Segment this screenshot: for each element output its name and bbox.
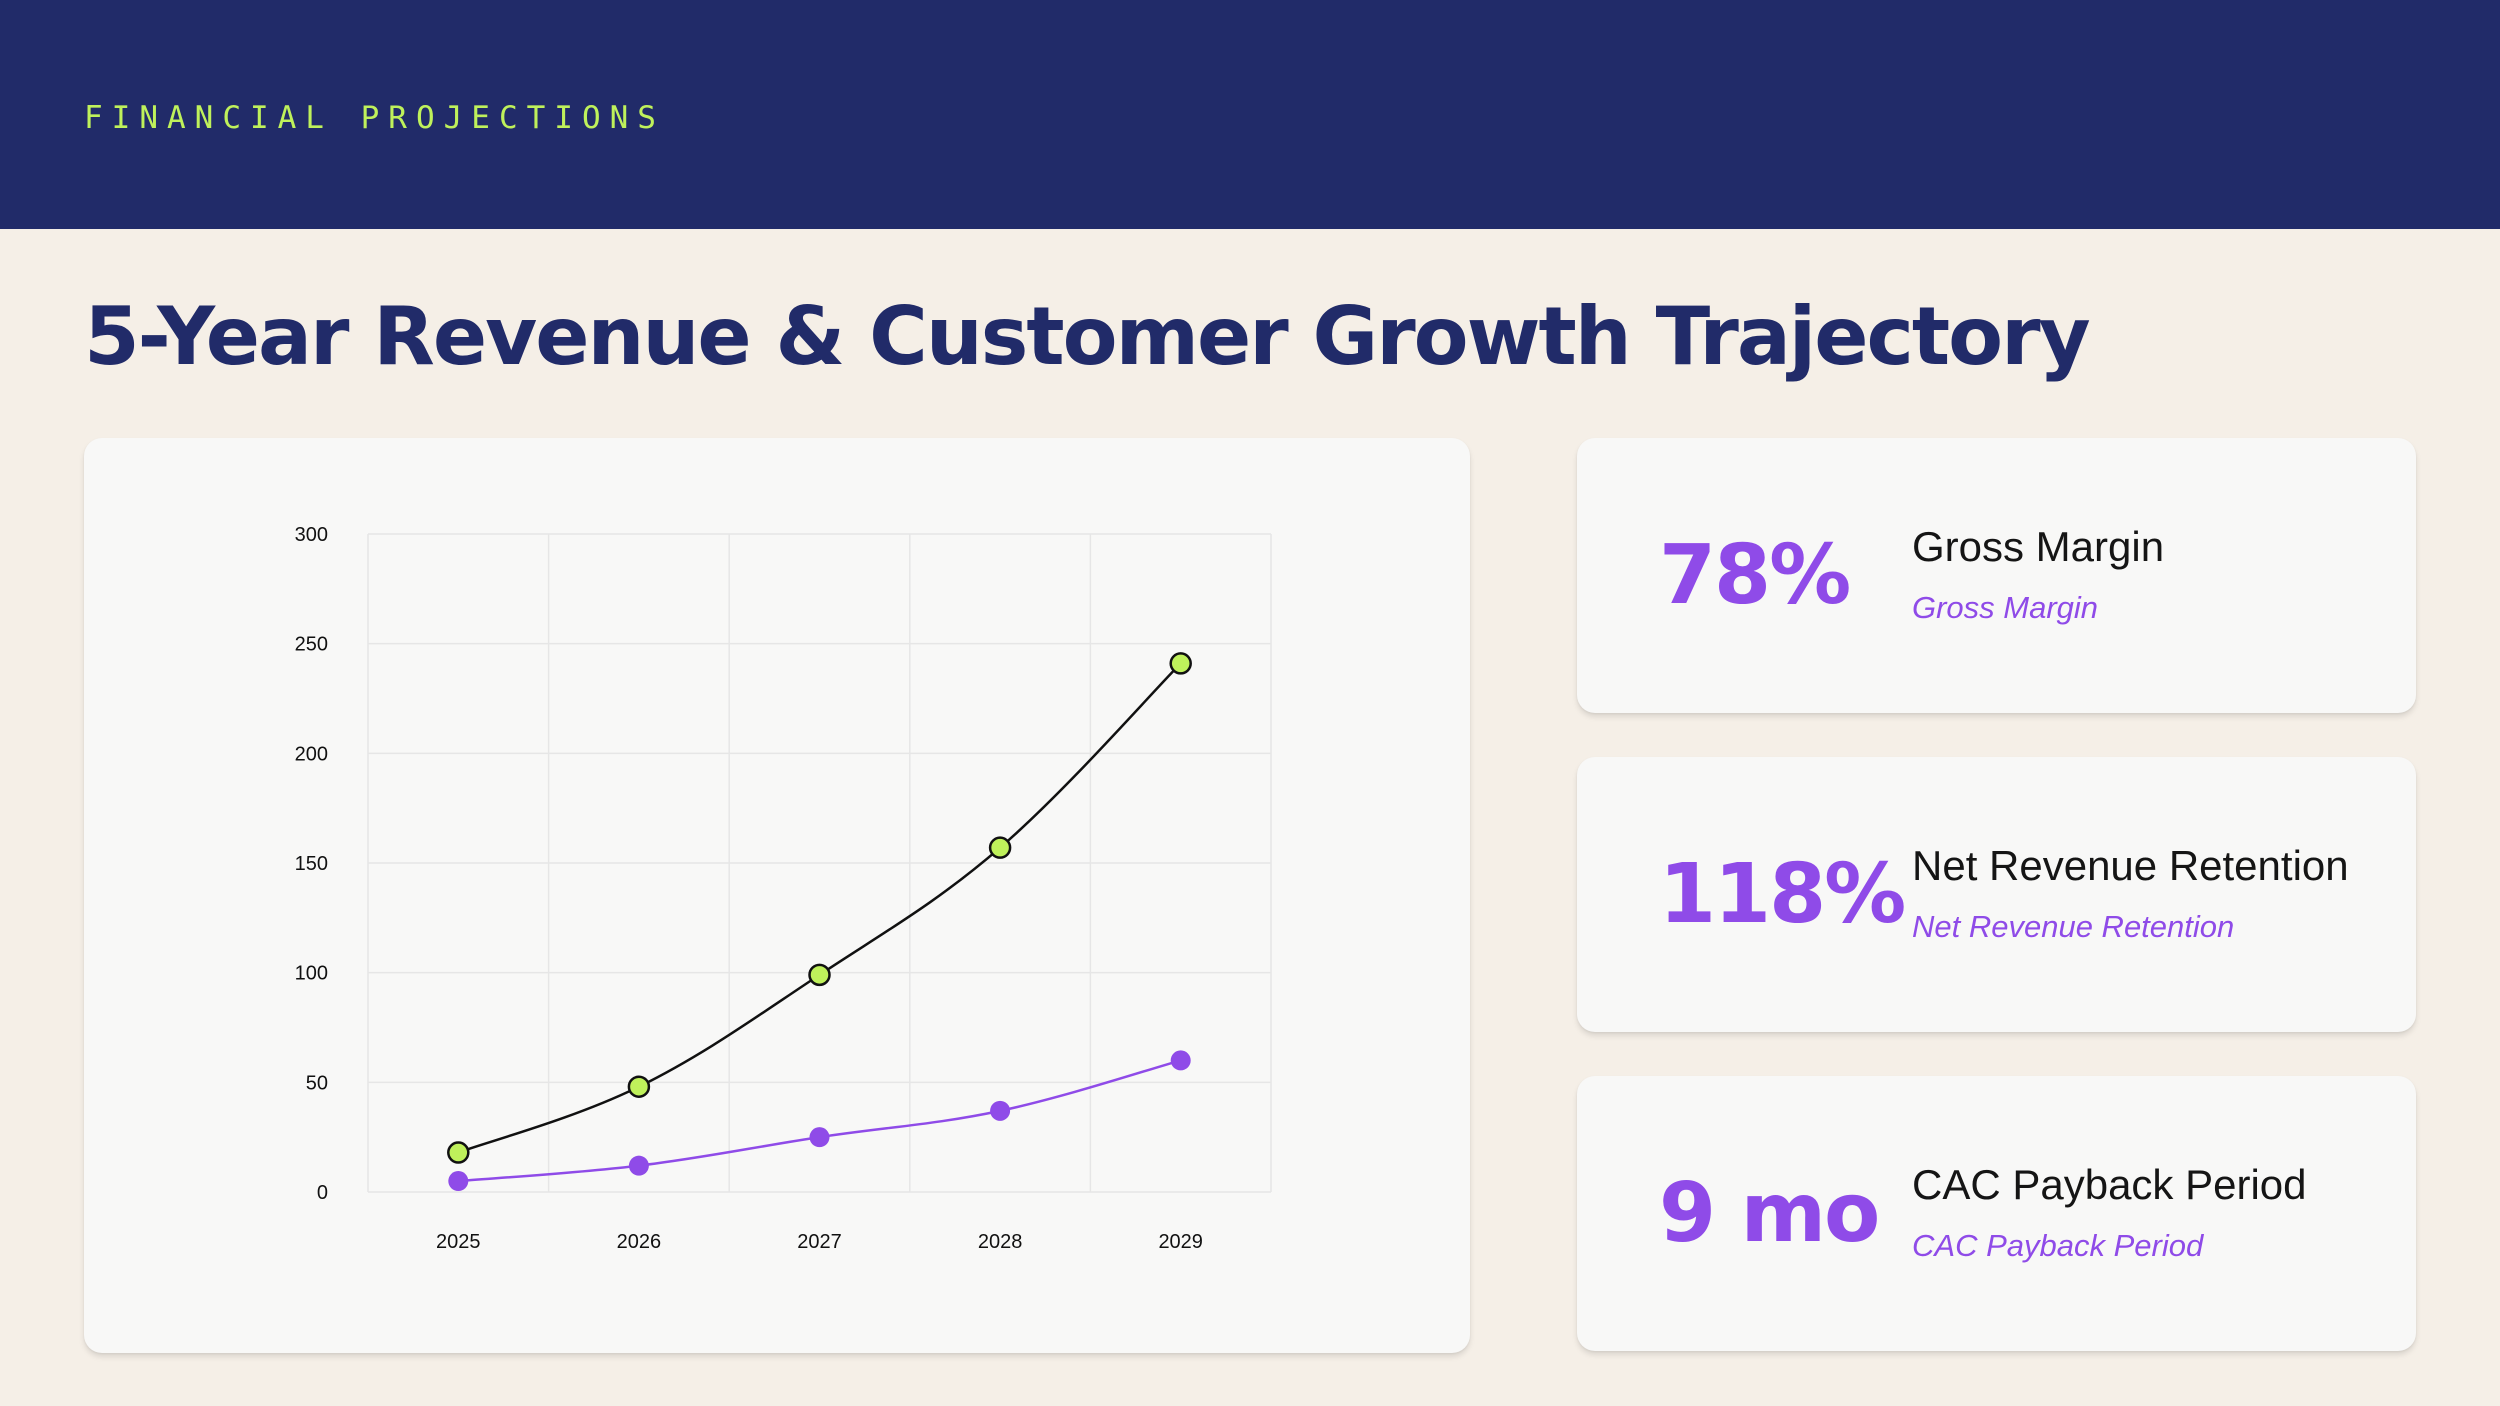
kpi-label: CAC Payback Period (1912, 1161, 2307, 1208)
y-tick-label: 0 (317, 1182, 328, 1204)
x-tick-label: 2027 (797, 1231, 842, 1253)
kpi-value: 78% (1659, 528, 1851, 623)
y-tick-label: 200 (295, 743, 328, 765)
chart-grid (367, 533, 1272, 1193)
chart-series (447, 652, 1192, 1192)
kpi-card-cac-payback: 9 mo CAC Payback Period CAC Payback Peri… (1577, 1076, 2416, 1351)
data-point-series-0 (447, 1141, 470, 1164)
data-point-series-0 (988, 836, 1012, 859)
y-tick-label: 300 (295, 524, 328, 546)
header-bar: FINANCIAL PROJECTIONS (0, 0, 2500, 229)
section-eyebrow: FINANCIAL PROJECTIONS (84, 100, 665, 136)
data-point-series-1 (628, 1155, 649, 1176)
y-tick-label: 100 (295, 963, 328, 985)
kpi-sublabel: CAC Payback Period (1912, 1228, 2204, 1263)
y-tick-label: 250 (295, 634, 328, 656)
series-line-1 (458, 1059, 1182, 1183)
kpi-label: Net Revenue Retention (1912, 842, 2349, 889)
kpi-card-net-revenue-retention: 118% Net Revenue Retention Net Revenue R… (1577, 757, 2416, 1032)
kpi-value: 9 mo (1659, 1166, 1880, 1261)
x-tick-label: 2025 (436, 1231, 481, 1253)
kpi-label: Gross Margin (1912, 523, 2165, 570)
data-point-series-1 (1170, 1050, 1191, 1071)
series-line-0 (457, 662, 1182, 1154)
data-point-series-1 (809, 1127, 830, 1148)
y-tick-label: 150 (295, 853, 328, 875)
data-point-series-0 (627, 1075, 651, 1098)
x-tick-label: 2028 (978, 1231, 1023, 1253)
chart-axes: 0 50 100 150 200 250 300 2025 2026 2027 2028 2029 (295, 524, 1203, 1253)
kpi-value: 118% (1659, 847, 1906, 942)
data-point-series-0 (808, 963, 831, 987)
x-tick-label: 2029 (1158, 1231, 1203, 1253)
data-point-series-1 (990, 1100, 1011, 1121)
chart-card: 0 50 100 150 200 250 300 2025 2026 2027 2028 2029 (84, 438, 1470, 1353)
data-point-series-0 (1169, 652, 1192, 675)
y-tick-label: 50 (306, 1072, 328, 1094)
page-title: 5-Year Revenue & Customer Growth Traject… (84, 290, 2091, 383)
line-chart: 0 50 100 150 200 250 300 2025 2026 2027 2028 2029 (295, 524, 1272, 1253)
data-point-series-1 (448, 1171, 469, 1192)
kpi-sublabel: Gross Margin (1912, 590, 2099, 625)
kpi-card-gross-margin: 78% Gross Margin Gross Margin (1577, 438, 2416, 713)
x-tick-label: 2026 (617, 1231, 662, 1253)
kpi-sublabel: Net Revenue Retention (1912, 909, 2235, 944)
